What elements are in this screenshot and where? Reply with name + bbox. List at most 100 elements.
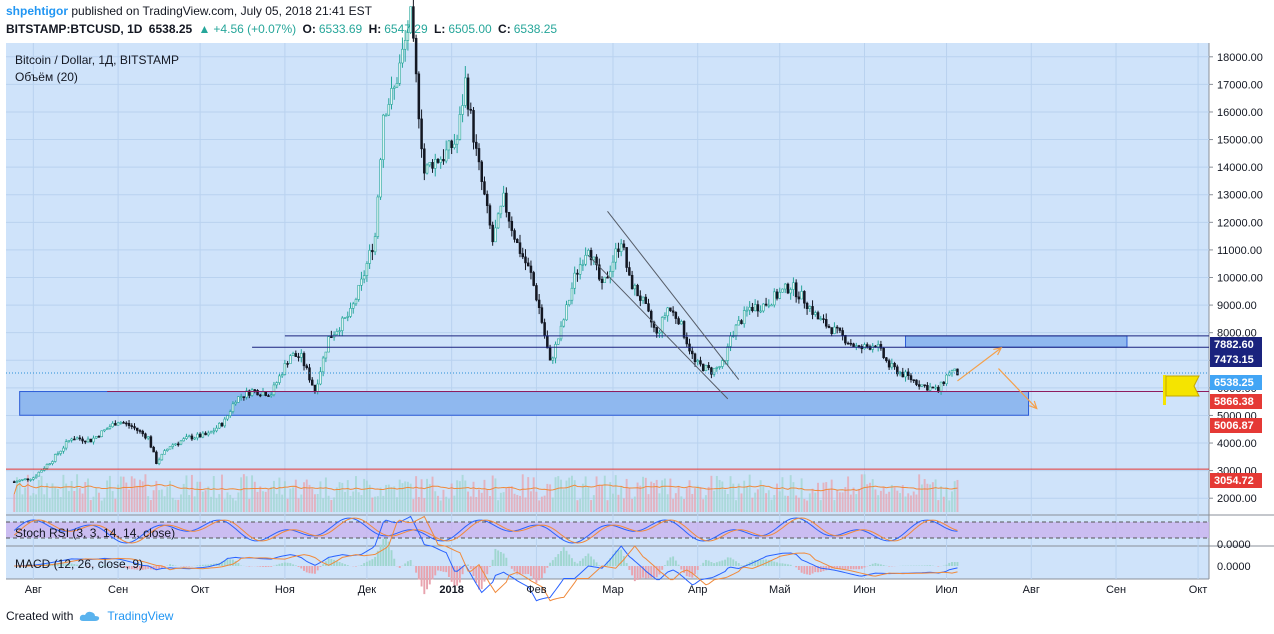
volume-bar xyxy=(666,494,669,512)
volume-bar xyxy=(253,481,256,512)
volume-bar xyxy=(606,500,609,512)
macd-histogram-bar xyxy=(155,566,158,571)
candle-body xyxy=(212,430,216,433)
candle-body xyxy=(857,345,861,347)
volume-bar xyxy=(830,479,833,512)
candle-body xyxy=(403,40,407,50)
candle-body xyxy=(770,304,773,307)
y-tick-label: 4000.00 xyxy=(1217,438,1257,450)
candle-body xyxy=(630,274,634,290)
volume-bar xyxy=(199,481,202,512)
volume-bar xyxy=(568,477,571,512)
volume-bar xyxy=(67,491,70,512)
volume-bar xyxy=(683,498,686,512)
candle-body xyxy=(406,32,410,41)
volume-bar xyxy=(907,493,910,512)
price-label-box xyxy=(1210,337,1262,352)
candle-body xyxy=(948,372,951,376)
candle-body xyxy=(526,262,530,267)
macd-histogram-bar xyxy=(475,566,478,584)
volume-bar xyxy=(437,495,439,512)
stoch-d-line xyxy=(13,517,958,544)
candle-body xyxy=(619,243,623,252)
x-tick-label: Май xyxy=(769,584,791,596)
candle-body xyxy=(56,453,60,455)
volume-bar xyxy=(549,484,552,512)
macd-histogram-bar xyxy=(953,562,956,566)
candle-body xyxy=(792,282,795,290)
candle-body xyxy=(119,422,123,424)
candle-body xyxy=(838,327,842,331)
volume-bar xyxy=(469,496,472,512)
macd-histogram-bar xyxy=(754,560,757,566)
macd-histogram-bar xyxy=(480,566,483,590)
volume-bar xyxy=(869,482,871,512)
candle-body xyxy=(808,306,812,310)
candle-body xyxy=(100,430,103,437)
macd-histogram-bar xyxy=(653,566,655,578)
macd-histogram-bar xyxy=(226,559,229,566)
volume-bar xyxy=(893,487,896,512)
candle-body xyxy=(201,432,205,438)
macd-histogram-bar xyxy=(488,566,491,567)
macd-histogram-bar xyxy=(680,566,683,570)
support-zone xyxy=(19,391,1030,416)
candle-body xyxy=(196,433,199,439)
macd-histogram-bar xyxy=(478,566,480,590)
macd-histogram-bar xyxy=(778,563,781,566)
volume-bar xyxy=(915,494,918,512)
volume-bar xyxy=(324,477,327,512)
volume-bar xyxy=(480,492,483,512)
volume-bar xyxy=(160,489,163,512)
candle-body xyxy=(671,310,675,313)
volume-bar xyxy=(688,480,691,512)
candle-body xyxy=(592,256,596,261)
volume-bar xyxy=(538,500,541,512)
candle-body xyxy=(458,114,462,140)
candle-body xyxy=(226,415,229,420)
macd-histogram-bar xyxy=(248,566,251,567)
volume-bar xyxy=(234,500,237,512)
candle-body xyxy=(496,213,500,229)
candle-body xyxy=(253,389,257,391)
volume-bar xyxy=(612,493,614,512)
volume-bar xyxy=(327,495,330,512)
close-value: 6538.25 xyxy=(513,22,558,36)
candle-body xyxy=(242,396,246,398)
macd-histogram-bar xyxy=(376,550,379,566)
macd-histogram-bar xyxy=(869,565,871,566)
candle-body xyxy=(310,379,314,386)
candle-body xyxy=(256,390,259,396)
price-label-box xyxy=(1210,473,1262,488)
macd-histogram-bar xyxy=(335,560,338,566)
volume-bar xyxy=(737,483,740,512)
macd-histogram-bar xyxy=(784,563,787,566)
volume-bar xyxy=(182,483,185,512)
candle-body xyxy=(548,347,552,361)
volume-bar xyxy=(92,496,95,512)
author-link[interactable]: shpehtigor xyxy=(6,4,68,18)
candle-body xyxy=(931,386,935,389)
macd-histogram-bar xyxy=(735,561,737,566)
candle-body xyxy=(94,436,98,439)
forecast-arrow-head xyxy=(993,347,1003,356)
volume-bar xyxy=(904,496,907,512)
volume-bar xyxy=(672,498,675,512)
volume-bar xyxy=(910,495,912,512)
legend-title: Bitcoin / Dollar, 1Д, BITSTAMP xyxy=(15,53,179,67)
volume-bar xyxy=(212,476,215,512)
volume-bar xyxy=(784,495,787,512)
price-label-box xyxy=(1210,375,1262,390)
candle-body xyxy=(830,327,833,334)
volume-bar xyxy=(426,478,429,512)
high-value: 6547.29 xyxy=(384,22,428,36)
volume-bar xyxy=(822,482,825,512)
candle-body xyxy=(105,428,109,431)
candle-body xyxy=(182,438,185,442)
candle-body xyxy=(316,383,319,392)
volume-bar xyxy=(272,480,275,512)
macd-histogram-bar xyxy=(458,566,461,583)
volume-bar xyxy=(70,480,73,512)
footer-brand-link[interactable]: TradingView xyxy=(107,609,174,623)
